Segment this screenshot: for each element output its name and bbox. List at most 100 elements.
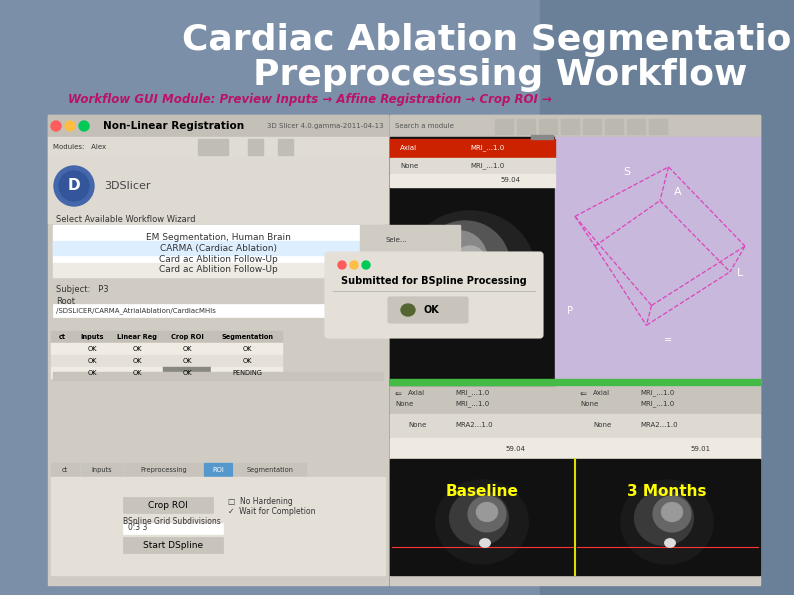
Text: Root: Root [56,296,75,305]
Text: =: = [664,336,672,345]
Text: ⇐: ⇐ [580,389,587,397]
Bar [583,119,601,134]
Bar [390,139,555,157]
Text: Cardiac Ablation Segmentation: Cardiac Ablation Segmentation [183,23,794,57]
Text: None: None [593,422,611,428]
Text: Search a module: Search a module [395,123,454,129]
Text: MRA2...1.0: MRA2...1.0 [640,422,677,428]
Bar [517,119,535,134]
Bar [575,459,760,575]
Text: Axial: Axial [400,145,417,151]
Bar [53,372,383,380]
Ellipse shape [480,539,490,547]
Bar [555,137,760,385]
Bar [48,157,388,215]
Text: ct: ct [59,334,65,340]
Text: /SDSLICER/CARMA_AtrialAblation/CardiacMHIs: /SDSLICER/CARMA_AtrialAblation/CardiacMH… [56,308,216,314]
Ellipse shape [405,211,535,331]
FancyBboxPatch shape [325,252,543,338]
Text: Start DSpline: Start DSpline [143,540,203,550]
Text: OK: OK [242,358,252,364]
Bar [123,523,223,534]
Bar [649,119,667,134]
Circle shape [338,261,346,269]
Text: None: None [395,401,413,407]
Ellipse shape [436,480,528,564]
Ellipse shape [468,496,506,532]
Ellipse shape [453,246,488,286]
Circle shape [79,121,89,131]
Circle shape [362,261,370,269]
Bar [211,343,283,355]
Bar [360,225,460,305]
Text: Baseline: Baseline [445,484,518,499]
Text: OK: OK [87,346,97,352]
Bar [73,331,111,343]
Bar [627,119,645,134]
Text: Segmentation: Segmentation [246,467,294,473]
Text: 59.04: 59.04 [505,446,525,452]
Bar [163,355,211,367]
Text: MRI_...1.0: MRI_...1.0 [470,162,504,170]
Text: OK: OK [183,346,191,352]
Circle shape [65,121,75,131]
Text: Refr...: Refr... [385,257,405,263]
Bar [198,139,213,155]
Text: None: None [400,163,418,169]
Bar [531,135,553,139]
Ellipse shape [420,221,510,311]
Ellipse shape [401,304,415,316]
Bar [111,367,163,379]
Text: ct: ct [62,467,68,473]
Text: None: None [580,401,598,407]
Text: Workflow GUI Module: Preview Inputs → Affine Registration → Crop ROI →: Workflow GUI Module: Preview Inputs → Af… [68,93,552,107]
Bar [73,355,111,367]
Bar [51,343,73,355]
Text: Card ac Ablition Follow-Up: Card ac Ablition Follow-Up [159,255,277,264]
Bar [163,331,211,343]
Bar [390,379,760,385]
Text: S: S [623,167,630,177]
Text: ✓  Wait for Completion: ✓ Wait for Completion [228,506,315,515]
Text: Non-Linear Registration: Non-Linear Registration [103,121,244,131]
Bar [234,463,306,477]
Bar [213,139,228,155]
Bar [73,343,111,355]
Bar [53,263,383,277]
Bar [211,331,283,343]
Text: Crop ROI: Crop ROI [148,500,188,509]
Text: Select Available Workflow Wizard: Select Available Workflow Wizard [56,215,195,224]
Bar [390,438,760,459]
Text: 3 Months: 3 Months [627,484,707,499]
Ellipse shape [661,503,683,521]
Bar [390,387,760,413]
Text: PENDING: PENDING [232,370,262,376]
Bar [51,331,73,343]
Text: OK: OK [242,346,252,352]
Text: OK: OK [87,358,97,364]
Text: Crop ROI: Crop ROI [171,334,203,340]
Bar [278,139,293,155]
Ellipse shape [433,231,488,291]
Ellipse shape [621,480,713,564]
Bar [390,414,760,437]
Text: Card ac Ablition Follow-Up: Card ac Ablition Follow-Up [159,265,277,274]
Text: OK: OK [87,370,97,376]
Bar [48,115,388,585]
Bar [204,463,232,477]
Text: L: L [737,268,743,278]
Text: Inputs: Inputs [80,334,104,340]
Text: MRI_...1.0: MRI_...1.0 [455,400,489,408]
Ellipse shape [665,539,675,547]
Bar [51,463,79,477]
Bar [48,115,388,137]
Text: Sele...: Sele... [385,237,407,243]
Text: Preprocessing: Preprocessing [140,467,187,473]
Text: OK: OK [183,358,191,364]
Text: 3D Slicer 4.0.gamma-2011-04-13: 3D Slicer 4.0.gamma-2011-04-13 [268,123,384,129]
Text: Modules:   Alex: Modules: Alex [53,144,106,150]
Bar [390,137,555,385]
Bar [111,343,163,355]
Text: MRA2...1.0: MRA2...1.0 [455,422,492,428]
Text: Segmentation: Segmentation [221,334,273,340]
